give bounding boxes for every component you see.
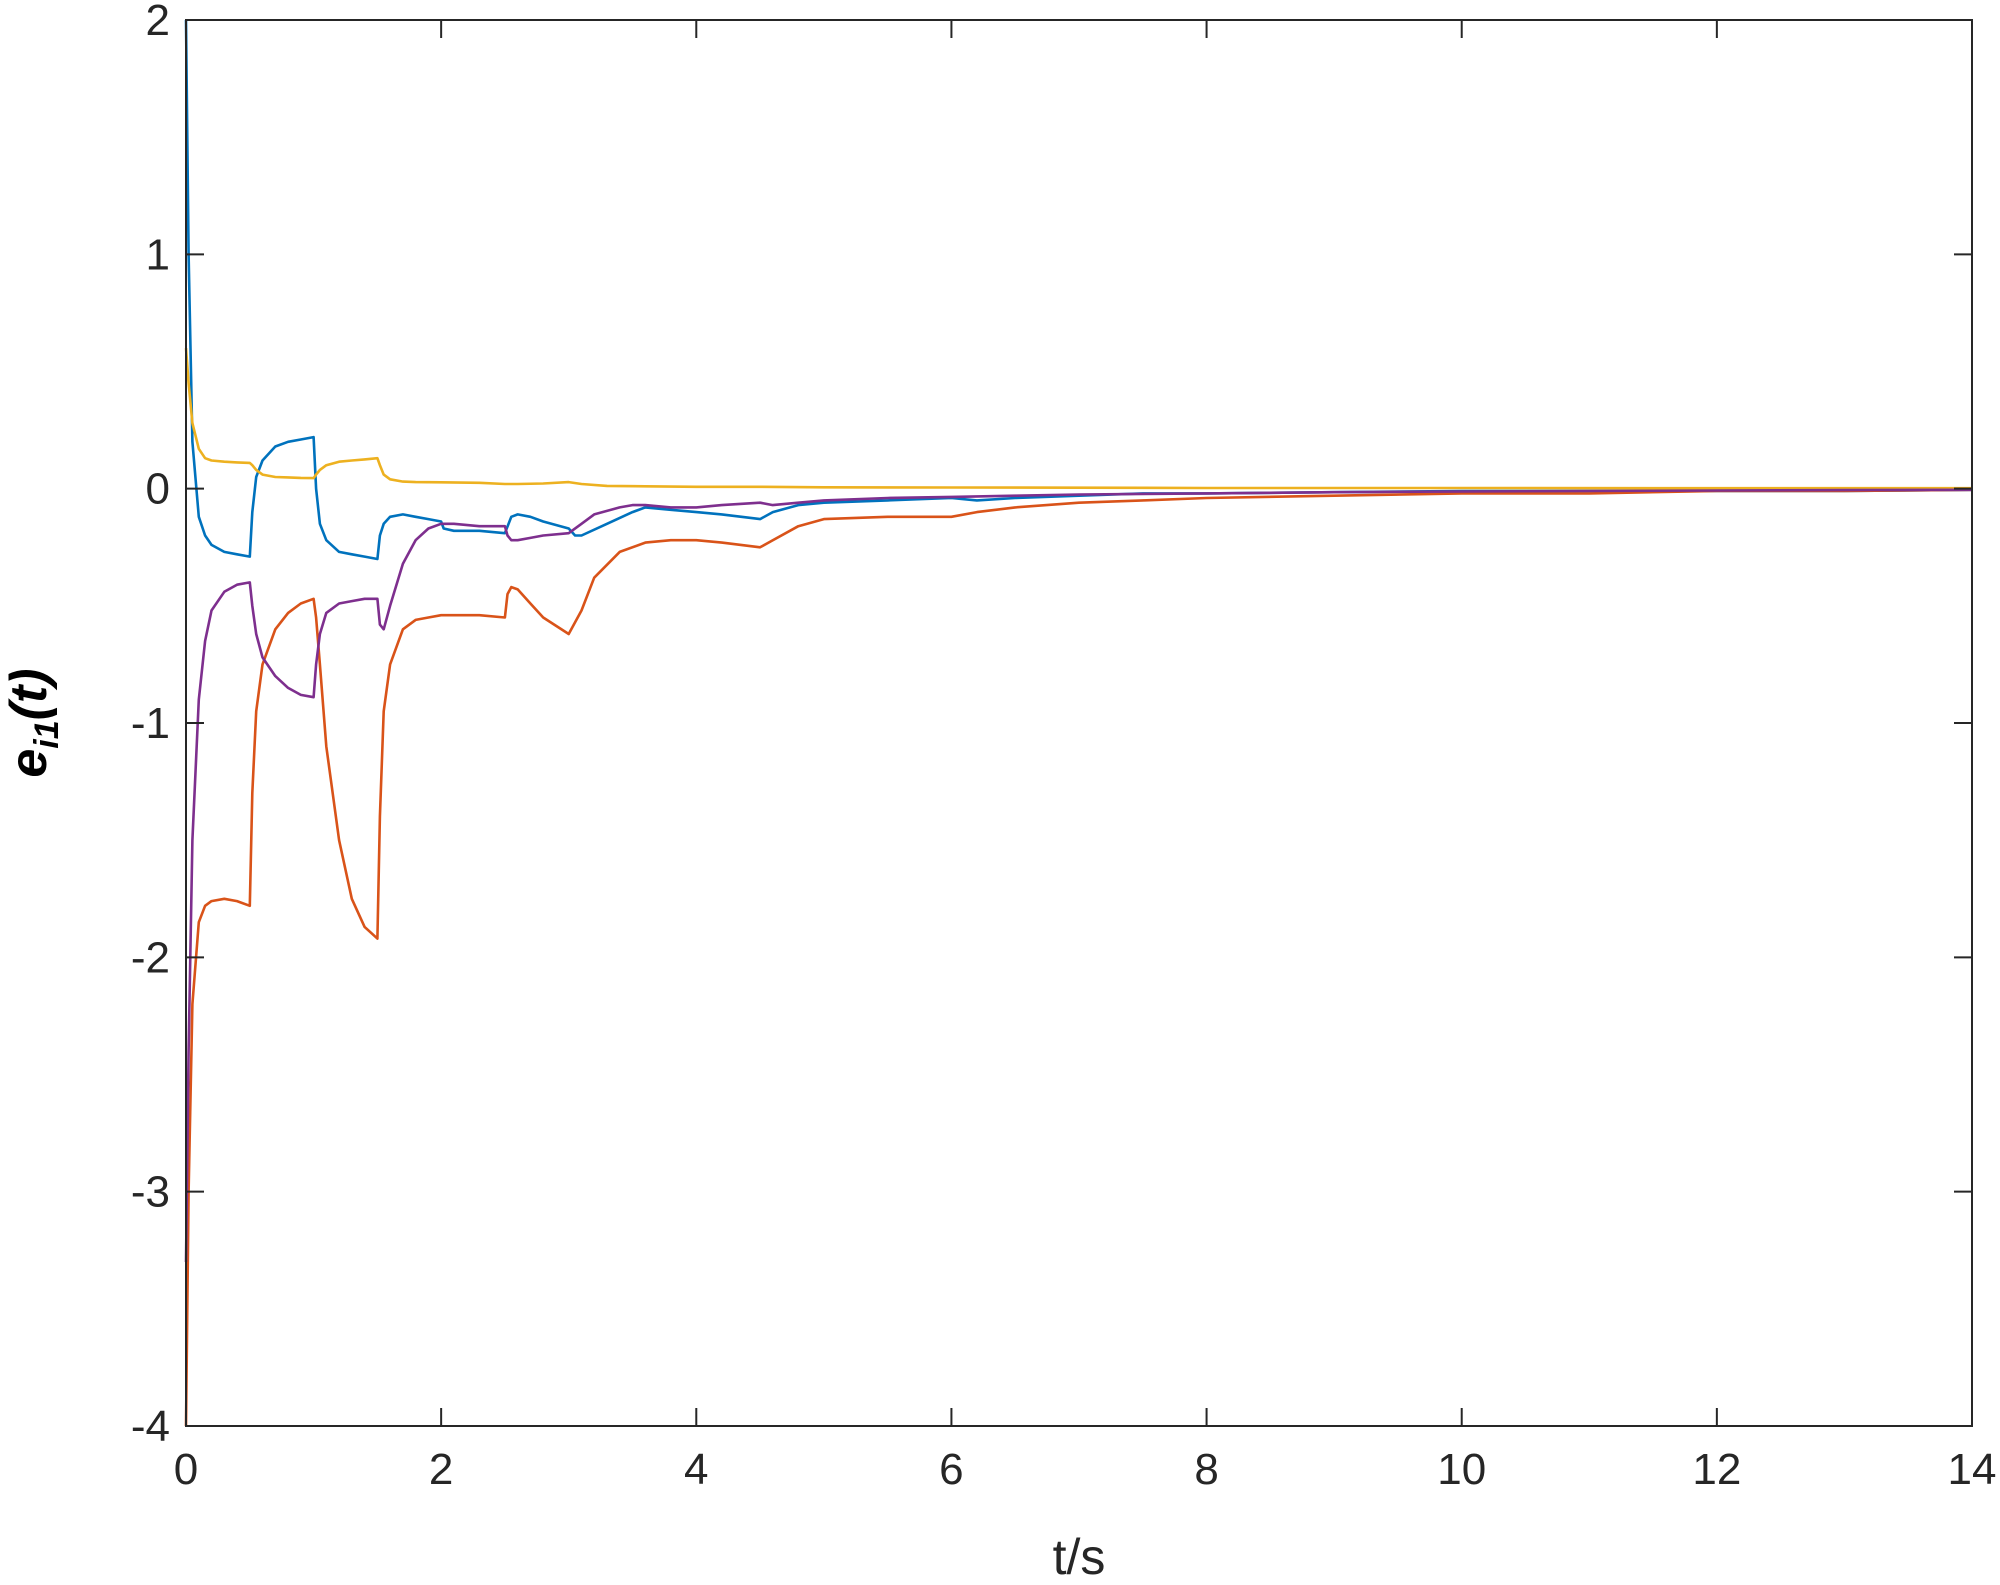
y-tick-label: -3 <box>131 1168 170 1217</box>
x-tick-label: 10 <box>1437 1445 1486 1494</box>
y-axis-title-argument: (t) <box>0 668 58 720</box>
y-tick-label: -4 <box>131 1402 170 1451</box>
x-tick-label: 14 <box>1948 1445 1997 1494</box>
y-axis-title: ei1(t) <box>0 668 66 777</box>
x-tick-label: 8 <box>1194 1445 1218 1494</box>
y-tick-label: 0 <box>146 465 170 514</box>
y-tick-label: -1 <box>131 699 170 748</box>
series-layer <box>184 19 1973 1427</box>
x-tick-label: 2 <box>429 1445 453 1494</box>
x-axis-title: t/s <box>1053 1529 1106 1585</box>
plot-area-frame <box>185 19 1973 1427</box>
x-tick-label: 0 <box>174 1445 198 1494</box>
x-tick-label: 12 <box>1692 1445 1741 1494</box>
y-tick-label: -2 <box>131 933 170 982</box>
y-tick-label: 1 <box>146 230 170 279</box>
x-tick-label: 6 <box>939 1445 963 1494</box>
series-line-4 <box>184 488 1973 1263</box>
series-line-1 <box>184 19 1973 561</box>
x-tick-label: 4 <box>684 1445 708 1494</box>
y-axis-title-subscript: i1 <box>28 720 66 748</box>
y-tick-label: 2 <box>146 0 170 45</box>
series-line-2 <box>184 488 1973 1427</box>
series-line-3 <box>184 348 1972 490</box>
y-axis-title-base: e <box>0 749 58 778</box>
